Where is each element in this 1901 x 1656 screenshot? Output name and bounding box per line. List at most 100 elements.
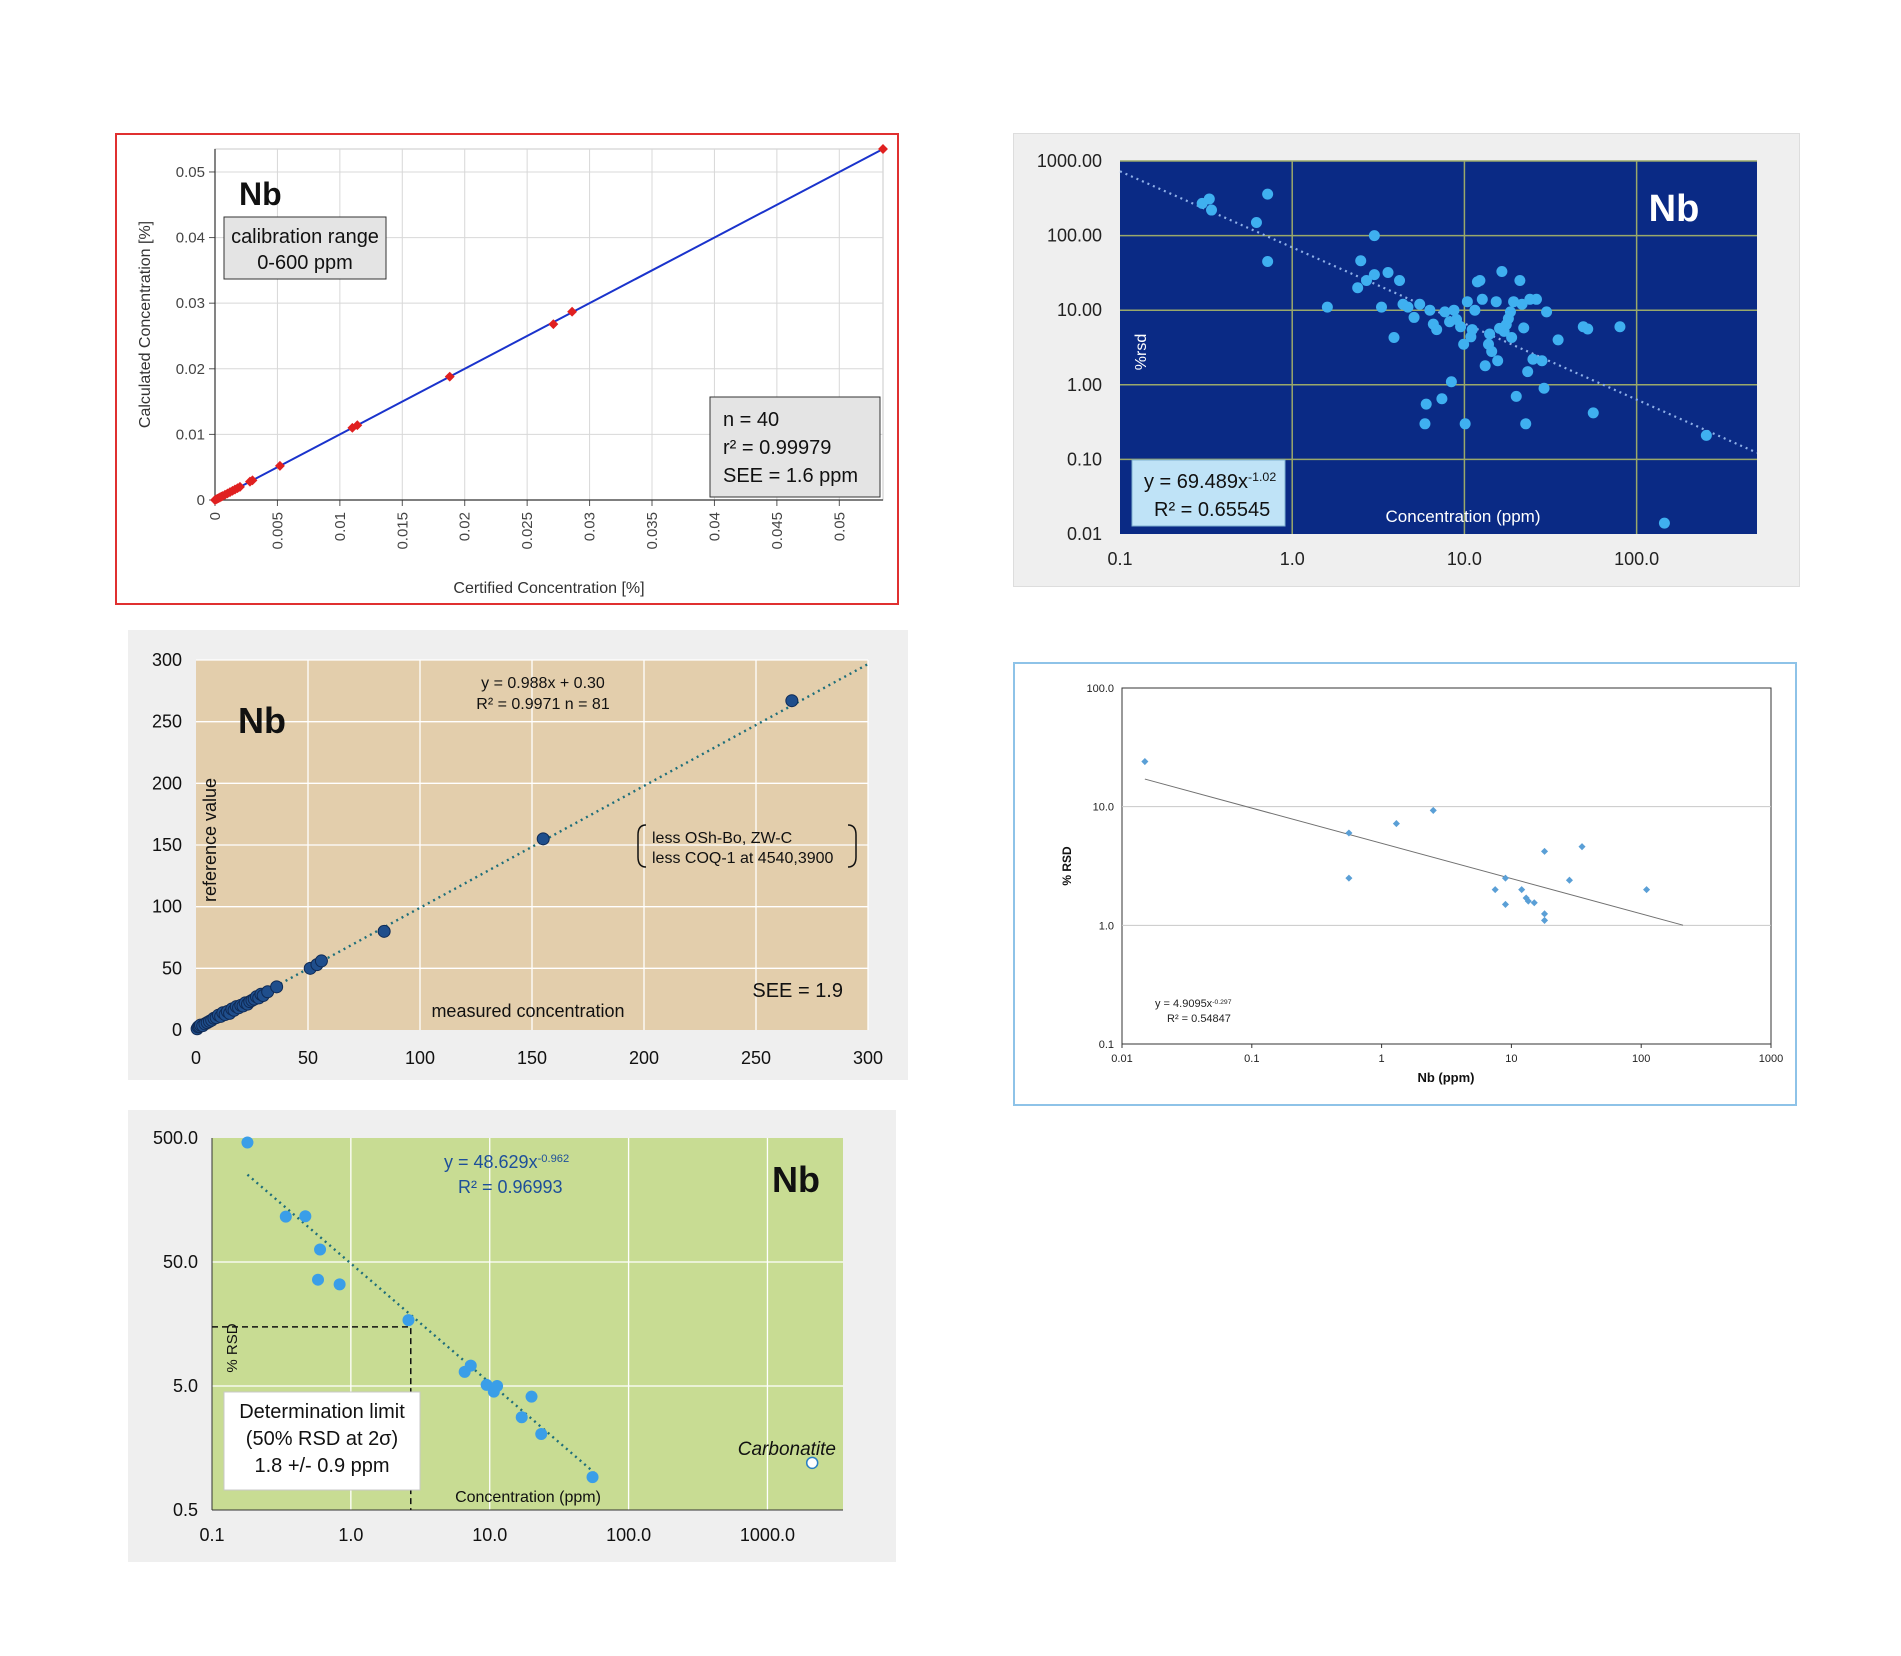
calibration-range-value: 0-600 ppm [257, 252, 353, 274]
data-point [1520, 418, 1532, 430]
determination-limit-title: Determination limit [239, 1401, 405, 1423]
determination-limit-condition: (50% RSD at 2σ) [246, 1428, 398, 1450]
x-tick-label: 0.005 [269, 512, 286, 550]
x-tick-label: 0.1 [199, 1525, 224, 1545]
stats-box [709, 396, 881, 498]
r-squared: R² = 0.65545 [1154, 499, 1270, 521]
x-tick-label: 10.0 [472, 1525, 507, 1545]
x-tick-label: 50 [298, 1048, 318, 1068]
data-point [1518, 322, 1530, 334]
calibration-range-label: calibration range [231, 226, 379, 248]
x-tick-label: 100.0 [606, 1525, 651, 1545]
see-label: SEE = 1.9 [752, 980, 843, 1002]
y-tick-label: 1.00 [1067, 375, 1102, 395]
data-point [1459, 418, 1471, 430]
calibration-chart: 0 0.005 0.01 0.015 0.02 0.025 0.03 0.035 0.04 0.0… [137, 144, 888, 597]
data-point [241, 1136, 254, 1149]
y-tick-label: 5.0 [173, 1376, 198, 1396]
data-point [270, 980, 284, 994]
x-axis-label: Concentration (ppm) [1386, 507, 1541, 526]
data-point [785, 694, 799, 708]
y-tick-label: 100.0 [1086, 683, 1114, 695]
data-point [1469, 304, 1481, 316]
data-point [1582, 323, 1594, 335]
element-label: Nb [238, 700, 286, 741]
carbonatite-label: Carbonatite [738, 1439, 836, 1460]
data-point [1360, 275, 1372, 287]
x-axis-label: Certified Concentration [%] [453, 580, 644, 597]
data-point [1445, 376, 1457, 388]
x-tick-label: 1 [1379, 1053, 1385, 1065]
determination-limit-box [223, 1391, 421, 1491]
trend-equation: y = 0.988x + 0.30 [481, 675, 605, 692]
y-tick-label: 0.03 [176, 295, 205, 312]
data-point [525, 1390, 538, 1403]
x-tick-label: 150 [517, 1048, 547, 1068]
element-label: Nb [239, 176, 282, 212]
y-axis-label: Calculated Concentration [%] [137, 221, 154, 428]
trend-equation: y = 69.489x-1.02 [1144, 470, 1276, 493]
y-tick-label: 0.5 [173, 1500, 198, 1520]
trend-equation: y = 48.629x-0.962 [444, 1152, 569, 1172]
calibration-range-box [223, 216, 387, 280]
exclusion-note-2: less COQ-1 at 4540,3900 [652, 850, 834, 867]
x-tick-label: 0.02 [457, 512, 474, 541]
rsd-log-chart-green: 0.1 1.0 10.0 100.0 1000.0 500.0 50.0 5.0 0.5 Nb y … [153, 1128, 843, 1545]
data-point [1352, 282, 1364, 294]
data-point [1431, 324, 1443, 336]
data-point [1504, 306, 1516, 318]
x-tick-label: 0.01 [332, 512, 349, 541]
data-point [586, 1471, 599, 1484]
y-tick-label: 0 [172, 1020, 182, 1040]
element-label: Nb [772, 1159, 820, 1200]
y-tick-label: 50.0 [163, 1252, 198, 1272]
data-point [1458, 338, 1470, 350]
data-point [1484, 328, 1496, 340]
data-point [1394, 275, 1406, 287]
data-point [1368, 269, 1380, 281]
trend-equation-base: y = 69.489x [1144, 471, 1248, 493]
calibration-chart-panel: 0 0.005 0.01 0.015 0.02 0.025 0.03 0.035 0.04 0.0… [115, 133, 899, 605]
y-tick-label: 0.04 [176, 230, 205, 247]
data-point [1321, 301, 1333, 313]
y-tick-label: 0.02 [176, 361, 205, 378]
data-point [1536, 355, 1548, 367]
equation-box [1131, 459, 1286, 527]
y-tick-label: 10.0 [1093, 802, 1114, 814]
data-point [1486, 345, 1498, 357]
stats-line: r² = 0.99979 [723, 437, 831, 459]
y-tick-label: 0.05 [176, 164, 205, 181]
x-axis-label: Nb (ppm) [1417, 1070, 1474, 1085]
y-tick-label: 1000.00 [1037, 151, 1102, 171]
x-tick-label: 0.015 [394, 512, 411, 550]
x-tick-label: 0.1 [1244, 1053, 1259, 1065]
x-tick-label: 0 [207, 512, 224, 520]
x-tick-label: 100 [1632, 1053, 1650, 1065]
r-squared-n: R² = 0.9971 n = 81 [476, 696, 610, 713]
data-point [1439, 306, 1451, 318]
trend-equation-base: y = 48.629x [444, 1152, 538, 1172]
y-tick-label: 0 [197, 492, 205, 509]
note-bracket-right [847, 824, 857, 868]
data-point [1429, 806, 1437, 814]
data-point [1508, 296, 1520, 308]
y-tick-label: 150 [152, 835, 182, 855]
data-point [247, 475, 258, 486]
note-bracket-left [637, 824, 647, 868]
data-point [1414, 298, 1426, 310]
x-tick-label: 0.045 [769, 512, 786, 550]
x-axis-label: Concentration (ppm) [455, 1489, 601, 1506]
y-tick-label: 500.0 [153, 1128, 198, 1148]
determination-limit-value: 1.8 +/- 0.9 ppm [254, 1455, 389, 1477]
trend-equation-exponent: -0.297 [1212, 999, 1232, 1006]
x-tick-label: 0.05 [831, 512, 848, 541]
data-point [1506, 332, 1518, 344]
data-point [535, 1428, 548, 1441]
x-tick-label: 200 [629, 1048, 659, 1068]
plot-area [1121, 687, 1772, 1045]
data-point [1466, 324, 1478, 336]
data-point [1250, 216, 1262, 228]
y-tick-label: 10.00 [1057, 300, 1102, 320]
data-point [878, 144, 888, 154]
data-point [1510, 390, 1522, 402]
